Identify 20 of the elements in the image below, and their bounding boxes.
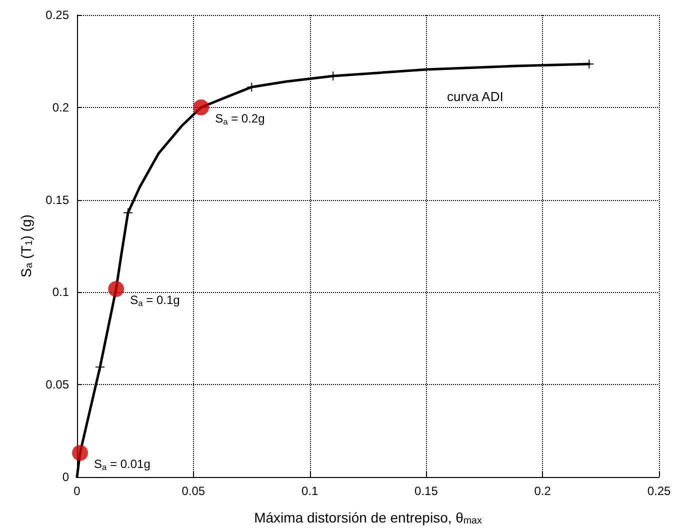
x-tick-label: 0.1 — [301, 484, 318, 498]
point — [246, 82, 257, 92]
point — [94, 362, 106, 372]
y-axis-title: Sa (T1) (g) — [18, 214, 36, 278]
x-tick-label: 0.15 — [414, 484, 438, 498]
point — [122, 208, 134, 218]
y-tick-label: 0.2 — [52, 100, 70, 114]
x-tick-label: 0 — [74, 484, 81, 498]
point — [193, 99, 210, 116]
x-tick-label: 0.25 — [647, 484, 671, 498]
annotation: curva ADI — [447, 89, 504, 104]
y-tick-label: 0.15 — [46, 192, 70, 207]
y-tick-label: 0.1 — [52, 285, 70, 300]
y-tick-label: 0.25 — [46, 8, 70, 22]
y-tick-label: 0.05 — [46, 378, 70, 392]
x-tick-label: 0.05 — [182, 484, 206, 498]
y-tick-label: 0 — [62, 470, 70, 484]
x-tick-label: 0.2 — [534, 484, 552, 498]
point — [72, 444, 88, 461]
point — [108, 281, 124, 298]
